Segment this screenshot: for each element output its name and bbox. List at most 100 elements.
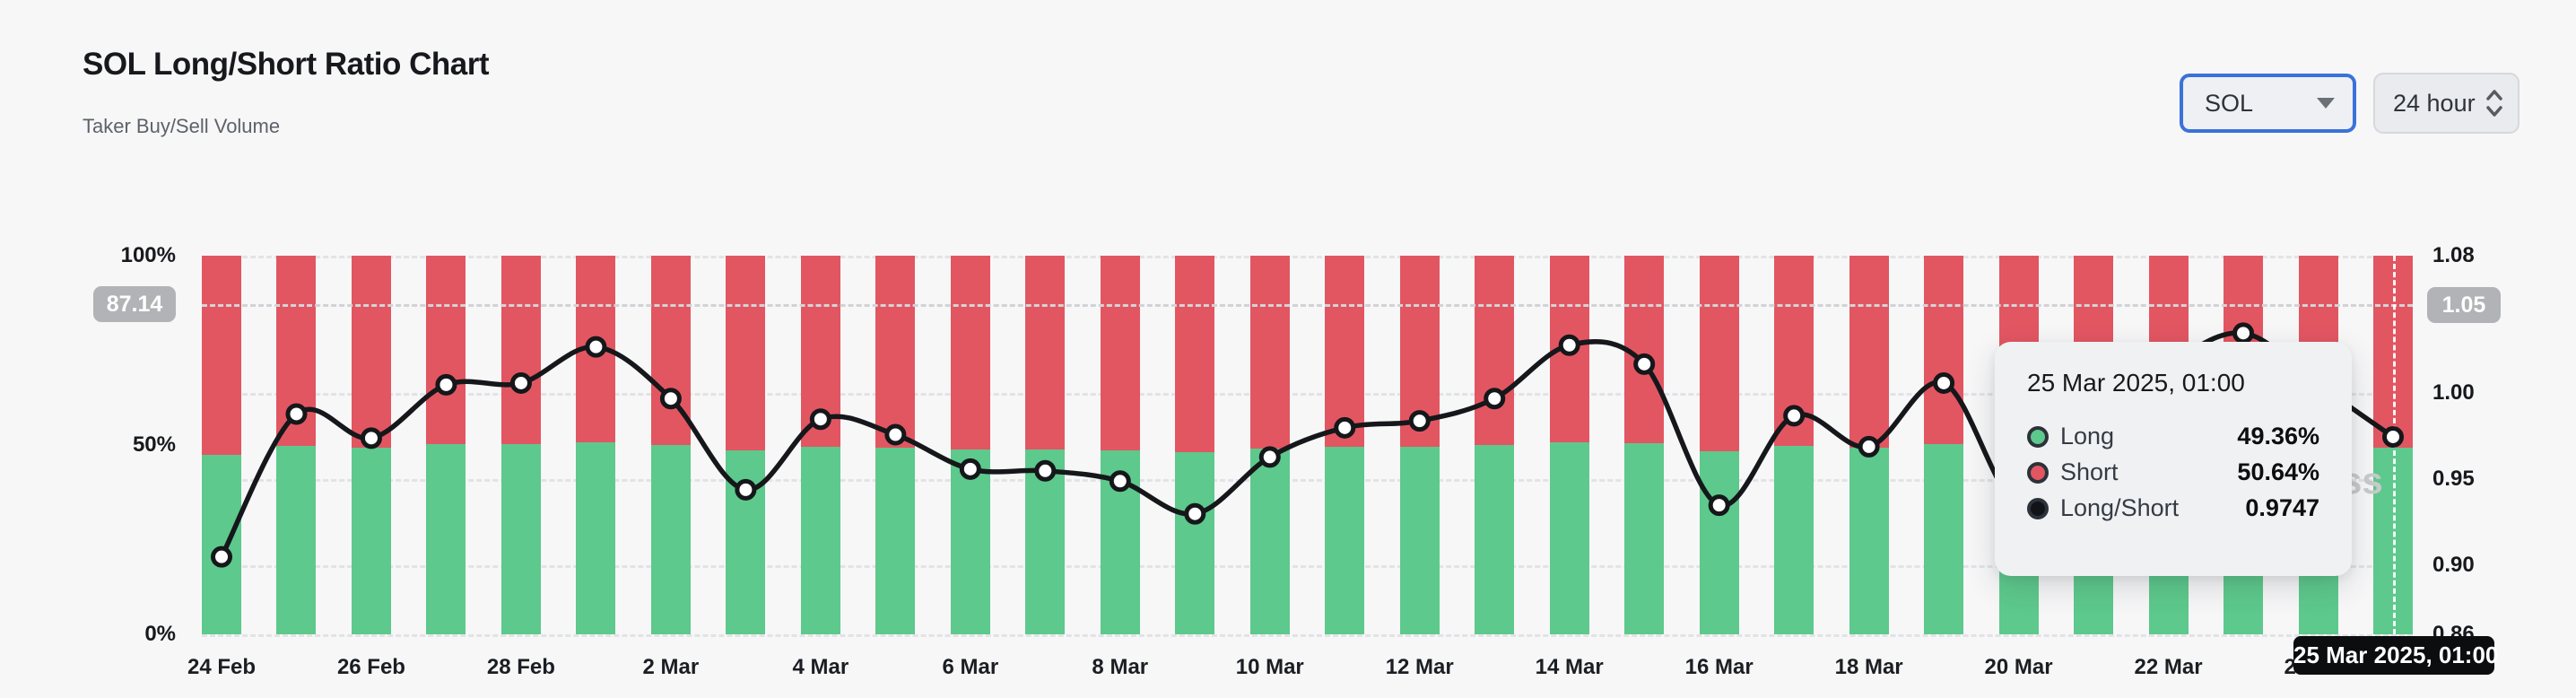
- ratio-point: [959, 458, 981, 480]
- x-tick-label: 26 Feb: [336, 655, 405, 679]
- ratio-point: [360, 427, 382, 449]
- page-subtitle: Taker Buy/Sell Volume: [83, 115, 281, 137]
- y-tick-label-right: 1.00: [2432, 380, 2475, 406]
- ratio-point: [735, 478, 757, 501]
- x-tick-label: 22 Mar: [2134, 655, 2203, 679]
- long-dot-icon: [2027, 425, 2049, 448]
- x-tick-label: 2 Mar: [642, 655, 700, 679]
- ratio-point: [211, 545, 232, 568]
- tooltip-short-value: 50.64%: [2237, 458, 2319, 485]
- interval-select[interactable]: 24 hour: [2373, 73, 2519, 134]
- x-tick-label: 6 Mar: [942, 655, 999, 679]
- crosshair-y-left-badge: 87.14: [93, 286, 176, 322]
- bar-long[interactable]: [1175, 451, 1215, 634]
- crosshair-y-right-badge: 1.05: [2427, 287, 2501, 323]
- bar-short[interactable]: [1100, 256, 1140, 450]
- ratio-point: [509, 371, 532, 394]
- gridline: [202, 393, 2413, 397]
- ratio-point: [1258, 446, 1281, 468]
- y-tick-label-left: 0%: [144, 622, 176, 646]
- x-tick-label: 18 Mar: [1834, 655, 1903, 679]
- bar-short[interactable]: [1325, 256, 1365, 448]
- x-tick-label: 28 Feb: [486, 655, 555, 679]
- bar-short[interactable]: [1924, 256, 1964, 445]
- bar-long[interactable]: [351, 447, 391, 634]
- ratio-point: [2382, 425, 2405, 448]
- ratio-point: [1708, 494, 1730, 517]
- bar-short[interactable]: [726, 256, 766, 451]
- ratio-point: [1034, 459, 1057, 482]
- y-tick-label-right: 1.08: [2432, 243, 2475, 267]
- chart-tooltip: 25 Mar 2025, 01:00 Long 49.36% Short 50.…: [1995, 342, 2352, 576]
- bar-long[interactable]: [1774, 446, 1815, 634]
- bar-long[interactable]: [800, 446, 840, 634]
- bar-long[interactable]: [500, 444, 541, 634]
- bar-short[interactable]: [950, 256, 990, 449]
- tooltip-row-short: Short 50.64%: [2027, 458, 2319, 486]
- tooltip-long-label: Long: [2060, 423, 2115, 449]
- gridline: [202, 565, 2413, 569]
- bar-short[interactable]: [1624, 256, 1665, 444]
- ratio-point: [884, 423, 907, 446]
- bar-long[interactable]: [1325, 447, 1365, 634]
- ratio-point: [1408, 410, 1431, 432]
- tooltip-short-label: Short: [2060, 458, 2119, 485]
- bar-long[interactable]: [1549, 442, 1589, 634]
- bar-short[interactable]: [1025, 256, 1066, 449]
- bar-short[interactable]: [1475, 256, 1515, 446]
- bar-short[interactable]: [202, 256, 241, 455]
- unfold-chevrons-icon: [2486, 90, 2502, 117]
- y-tick-label-right: 0.90: [2432, 553, 2475, 578]
- bar-short[interactable]: [351, 256, 391, 448]
- x-tick-label: 16 Mar: [1684, 655, 1754, 679]
- x-tick-label: 10 Mar: [1235, 655, 1304, 679]
- bar-long[interactable]: [650, 445, 691, 634]
- ratio-point: [1184, 502, 1206, 525]
- ratio-point: [659, 388, 682, 410]
- bar-long[interactable]: [1249, 448, 1290, 634]
- symbol-select-value: SOL: [2205, 89, 2254, 117]
- ratio-point: [2232, 322, 2255, 345]
- gridline: [202, 479, 2413, 483]
- symbol-select[interactable]: SOL: [2180, 74, 2356, 133]
- bar-long[interactable]: [202, 454, 241, 634]
- bar-long[interactable]: [1699, 451, 1739, 634]
- ratio-point: [1558, 334, 1580, 356]
- bar-short[interactable]: [1699, 256, 1739, 452]
- bar-long[interactable]: [1924, 444, 1964, 634]
- bar-short[interactable]: [1175, 256, 1215, 452]
- bar-long[interactable]: [276, 446, 317, 634]
- bar-short[interactable]: [500, 256, 541, 445]
- ratio-point: [285, 403, 308, 425]
- crosshair-horizontal-line: [202, 304, 2413, 308]
- bar-long[interactable]: [875, 447, 916, 634]
- interval-select-value: 24 hour: [2393, 89, 2476, 117]
- x-tick-label: 12 Mar: [1385, 655, 1454, 679]
- ratio-point: [1858, 435, 1880, 458]
- gridline: [202, 634, 2413, 637]
- y-tick-label-left: 50%: [132, 432, 176, 457]
- bar-long[interactable]: [1849, 448, 1889, 634]
- bar-long[interactable]: [576, 442, 616, 634]
- tooltip-long-value: 49.36%: [2237, 423, 2319, 449]
- crosshair-x-badge: 25 Mar 2025, 01:00: [2293, 636, 2498, 675]
- bar-short[interactable]: [1249, 256, 1290, 449]
- ratio-point: [1783, 405, 1806, 427]
- bar-short[interactable]: [1849, 256, 1889, 449]
- ratio-point: [585, 336, 607, 358]
- bar-long[interactable]: [426, 444, 466, 634]
- bar-long[interactable]: [1475, 445, 1515, 634]
- tooltip-row-ratio: Long/Short 0.9747: [2027, 494, 2319, 522]
- gridline: [202, 256, 2413, 258]
- bar-long[interactable]: [1624, 443, 1665, 634]
- short-dot-icon: [2027, 461, 2049, 484]
- ratio-point: [1633, 353, 1656, 375]
- ratio-dot-icon: [2027, 497, 2049, 519]
- bar-short[interactable]: [875, 256, 916, 448]
- ratio-point: [1484, 388, 1506, 410]
- tooltip-ratio-label: Long/Short: [2060, 494, 2180, 521]
- bar-long[interactable]: [950, 449, 990, 634]
- bar-long[interactable]: [1399, 446, 1440, 634]
- bar-short[interactable]: [426, 256, 466, 445]
